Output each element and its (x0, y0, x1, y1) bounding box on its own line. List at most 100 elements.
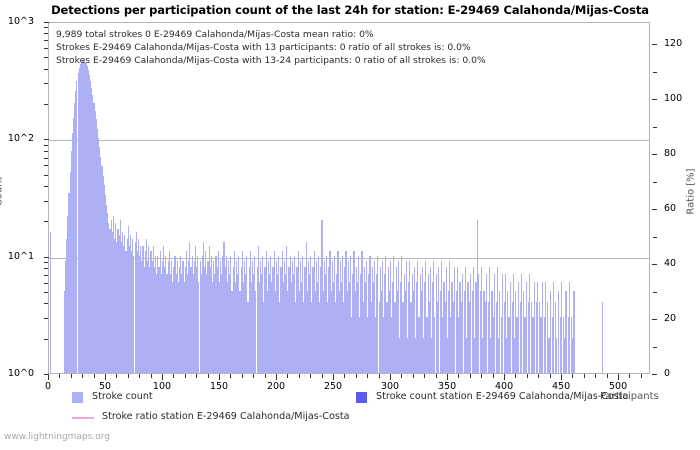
x-axis-minor-tick (412, 374, 414, 378)
x-axis-minor-tick (127, 374, 129, 378)
histogram-bar (113, 238, 116, 373)
y-axis-minor-tick (44, 221, 48, 223)
histogram-bar (378, 302, 380, 373)
histogram-bar (363, 267, 365, 373)
gridline (49, 140, 649, 142)
histogram-bar (336, 273, 338, 373)
histogram-bar (375, 317, 377, 373)
x-axis-minor-tick (139, 374, 141, 378)
histogram-bar (189, 242, 191, 373)
x-axis-minor-tick (424, 374, 426, 378)
histogram-bar (172, 281, 174, 373)
histogram-bar (233, 250, 235, 373)
x-axis-tick-label: 50 (98, 381, 112, 392)
histogram-bar (145, 238, 148, 373)
y-axis-tick (44, 374, 49, 375)
histogram-bar (464, 291, 466, 373)
x-axis-minor-tick (367, 374, 369, 378)
histogram-bar (63, 291, 65, 373)
histogram-bar (119, 220, 121, 373)
histogram-bar (193, 261, 195, 373)
histogram-bar (320, 267, 322, 373)
histogram-bar (396, 291, 398, 373)
histogram-bar (182, 261, 184, 373)
histogram-bar (163, 246, 165, 373)
histogram-bar (428, 302, 430, 373)
histogram-bar (404, 291, 406, 373)
histogram-bar (571, 317, 573, 373)
histogram-bar (150, 250, 152, 373)
y-axis-minor-tick (44, 144, 48, 146)
histogram-bar (258, 281, 260, 373)
y-axis-minor-tick (44, 200, 48, 202)
x-axis-tick-label: 300 (380, 381, 400, 392)
histogram-bar (64, 261, 67, 373)
histogram-bar (249, 250, 251, 373)
x-axis-minor-tick (435, 374, 437, 378)
histogram-bar (405, 261, 407, 373)
y-axis-title: Count (0, 176, 5, 207)
histogram-bar (555, 302, 557, 373)
histogram-bar (256, 267, 258, 373)
histogram-bar (265, 250, 267, 373)
x-axis-minor-tick (640, 374, 642, 378)
histogram-bar (335, 302, 337, 373)
histogram-bar (277, 273, 279, 373)
histogram-bar (188, 261, 190, 373)
histogram-bar (525, 281, 527, 373)
x-axis-minor-tick (287, 374, 289, 378)
y-axis-minor-tick (44, 303, 48, 305)
histogram-bar (212, 281, 214, 373)
y-axis-minor-tick (44, 83, 48, 85)
x-axis-tick (162, 374, 163, 380)
histogram-bar (84, 60, 86, 373)
histogram-bar (246, 255, 248, 373)
histogram-bar (170, 261, 173, 373)
histogram-bar (126, 238, 128, 373)
histogram-bar (327, 302, 329, 373)
histogram-bar (251, 261, 254, 373)
x-axis-tick-label: 500 (608, 381, 628, 392)
histogram-bar (140, 246, 142, 373)
histogram-bar (290, 281, 292, 373)
y-axis-minor-tick (44, 274, 48, 276)
histogram-bar (401, 255, 403, 373)
y-axis-minor-tick (44, 104, 48, 105)
x-axis-minor-tick (629, 374, 631, 378)
histogram-bar (269, 273, 271, 373)
histogram-bar (288, 267, 290, 373)
histogram-bar (364, 281, 366, 373)
histogram-bar (304, 267, 306, 373)
histogram-bar (197, 255, 199, 373)
legend-label: Stroke ratio station E-29469 Calahonda/M… (102, 411, 350, 422)
y-axis-minor-tick (44, 338, 48, 340)
histogram-bar (133, 255, 135, 373)
histogram-bar (527, 302, 529, 373)
histogram-bar (421, 267, 423, 373)
histogram-bar (479, 291, 482, 373)
histogram-bar (272, 267, 274, 373)
histogram-bar (248, 267, 250, 373)
histogram-bar (446, 337, 449, 373)
histogram-bar (208, 246, 210, 373)
histogram-bar (152, 246, 154, 373)
plot-area (48, 22, 650, 374)
histogram-bar (529, 273, 531, 373)
histogram-bar (190, 267, 192, 373)
histogram-bar (425, 261, 427, 373)
histogram-bar (521, 273, 523, 373)
histogram-bar (143, 267, 145, 373)
legend-label: Stroke count station E-29469 Calahonda/M… (376, 391, 629, 402)
histogram-bar (436, 302, 438, 373)
histogram-bar (209, 267, 211, 373)
histogram-bar (408, 281, 410, 373)
histogram-bar (515, 291, 517, 373)
histogram-bar (224, 267, 226, 373)
x-axis-minor-tick (355, 374, 357, 378)
histogram-bar (342, 255, 344, 373)
histogram-bar (278, 255, 280, 373)
histogram-bar (228, 261, 230, 373)
histogram-bar (215, 255, 217, 373)
histogram-bar (314, 291, 316, 373)
x-axis-tick-label: 0 (44, 381, 52, 392)
